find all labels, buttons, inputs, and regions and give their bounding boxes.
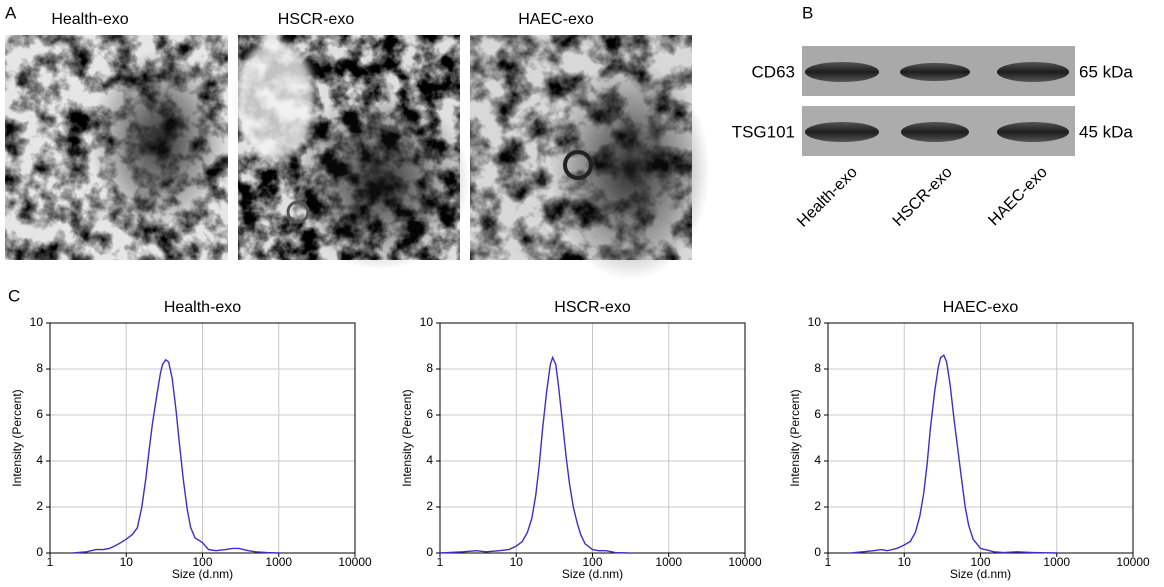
y-axis-label: Intensity (Percent) [10,389,24,486]
y-axis-label: Intensity (Percent) [788,389,802,486]
y-tick-label: 10 [420,315,434,329]
y-tick-label: 10 [808,315,822,329]
y-tick-label: 8 [814,361,821,375]
blot-size-label: 45 kDa [1079,122,1133,141]
x-tick-label: 1000 [1043,555,1070,569]
tem-shade [550,60,710,280]
x-tick-label: 10000 [1116,555,1150,569]
blot-row-label: CD63 [752,62,795,81]
lane-label: Health-exo [794,164,861,231]
blot-size-label: 65 kDa [1079,62,1133,81]
vesicle [286,200,310,224]
y-tick-label: 2 [814,499,821,513]
band [901,122,969,142]
size-distribution-line [439,355,629,554]
chart-title: HSCR-exo [554,299,631,316]
y-tick-label: 4 [426,453,433,467]
x-tick-label: 100 [582,555,602,569]
x-tick-label: 100 [192,555,212,569]
panel-label: B [802,3,813,22]
chart-title: HAEC-exo [943,299,1019,316]
band [997,62,1069,82]
x-tick-label: 10 [120,555,134,569]
y-axis-label: Intensity (Percent) [400,389,414,486]
y-tick-label: 2 [36,499,43,513]
blot-row-label: TSG101 [732,122,795,141]
lane-label: HAEC-exo [985,164,1051,230]
x-tick-label: 1 [437,555,444,569]
x-tick-label: 1000 [265,555,292,569]
x-tick-label: 10000 [728,555,762,569]
plot-frame [827,322,1134,554]
y-tick-label: 0 [426,545,433,559]
y-tick-label: 4 [814,453,821,467]
y-tick-label: 6 [814,407,821,421]
blot [802,46,1075,156]
y-tick-label: 10 [30,315,44,329]
tem-label: HAEC-exo [518,11,594,28]
band [805,62,879,82]
y-tick-label: 6 [426,407,433,421]
band [997,122,1069,142]
vesicle [563,150,593,180]
tem-shade [90,50,230,230]
tem-shade [290,90,470,270]
y-tick-label: 0 [36,545,43,559]
tem-images [5,35,710,280]
x-tick-label: 1000 [655,555,682,569]
x-axis-label: Size (d.nm) [562,567,623,581]
x-axis-label: Size (d.nm) [950,567,1011,581]
x-axis-label: Size (d.nm) [172,567,233,581]
plot-frame [49,322,356,554]
band [805,122,879,142]
y-tick-label: 2 [426,499,433,513]
chart-title: Health-exo [164,299,241,316]
x-tick-label: 10 [898,555,912,569]
x-tick-label: 10000 [338,555,372,569]
band [900,63,970,81]
panel-label: C [8,286,20,305]
x-tick-label: 1 [47,555,54,569]
lane-label: HSCR-exo [890,164,956,230]
y-tick-label: 0 [814,545,821,559]
y-tick-label: 6 [36,407,43,421]
y-tick-label: 8 [426,361,433,375]
tem-light [235,40,315,160]
y-tick-label: 8 [36,361,43,375]
y-tick-label: 4 [36,453,43,467]
panel-label: A [5,3,17,22]
plot-frame [439,322,746,554]
tem-label: Health-exo [51,11,128,28]
x-tick-label: 10 [510,555,524,569]
x-tick-label: 1 [825,555,832,569]
tem-label: HSCR-exo [278,11,355,28]
size-distribution-line [72,358,279,554]
x-tick-label: 100 [970,555,990,569]
size-distribution-line [850,354,1057,554]
